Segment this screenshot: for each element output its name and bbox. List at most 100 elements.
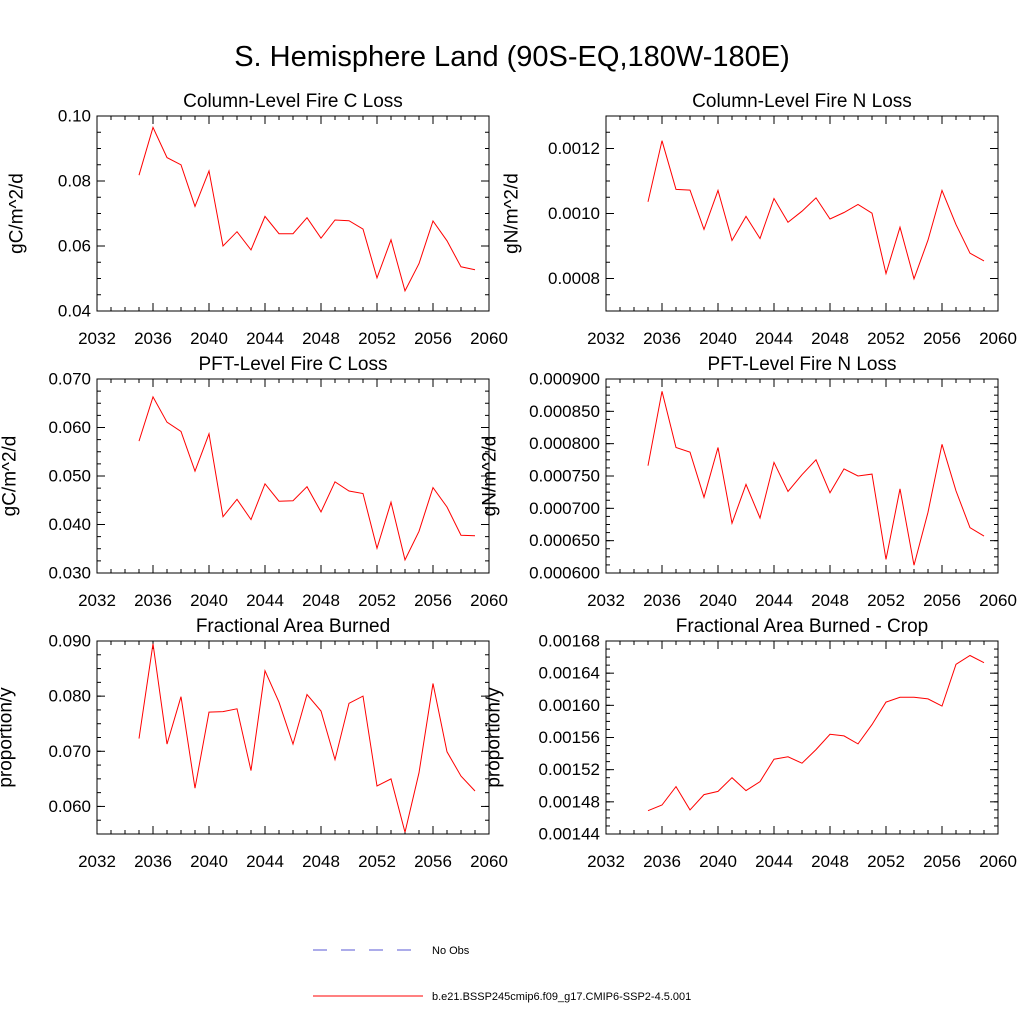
y-tick-label: 0.00160: [539, 696, 600, 715]
y-axis-label: gC/m^2/d: [7, 173, 28, 254]
y-axis-label: proportion/y: [0, 687, 17, 788]
x-tick-label: 2032: [78, 591, 116, 610]
x-tick-label: 2060: [470, 852, 508, 871]
panel-title: Column-Level Fire C Loss: [183, 91, 403, 112]
y-tick-label: 0.04: [58, 302, 91, 321]
y-axis-label: proportion/y: [484, 687, 505, 788]
y-tick-label: 0.080: [48, 687, 91, 706]
y-axis-label: gC/m^2/d: [0, 436, 21, 517]
x-tick-label: 2048: [302, 591, 340, 610]
panel-title: PFT-Level Fire C Loss: [199, 354, 388, 375]
y-tick-label: 0.000850: [529, 402, 600, 421]
series-line: [647, 654, 985, 812]
x-tick-label: 2032: [587, 591, 625, 610]
series-line: [138, 395, 476, 562]
x-tick-label: 2036: [134, 852, 172, 871]
y-tick-label: 0.070: [48, 370, 91, 389]
y-tick-label: 0.070: [48, 742, 91, 761]
panel-1: Column-Level Fire C Loss gC/m^2/d 2032 2036…: [7, 91, 508, 348]
y-tick-label: 0.000600: [529, 564, 600, 583]
x-tick-label: 2044: [755, 591, 793, 610]
panel-6: Fractional Area Burned - Crop proportion/…: [484, 616, 1017, 871]
panel-4: PFT-Level Fire N Loss gN/m^2/d 2032 2036 204…: [480, 354, 1017, 610]
x-tick-label: 2040: [190, 591, 228, 610]
y-tick-label: 0.000650: [529, 531, 600, 550]
series-line: [138, 125, 476, 293]
x-tick-label: 2040: [699, 591, 737, 610]
x-tick-label: 2040: [699, 852, 737, 871]
x-tick-label: 2060: [979, 329, 1017, 348]
x-tick-label: 2060: [979, 591, 1017, 610]
x-tick-label: 2056: [923, 852, 961, 871]
panels: Column-Level Fire C Loss gC/m^2/d 2032 2036…: [0, 91, 1017, 871]
x-tick-label: 2056: [923, 591, 961, 610]
y-tick-label: 0.06: [58, 237, 91, 256]
x-tick-label: 2056: [414, 329, 452, 348]
y-axis-label: gN/m^2/d: [502, 173, 523, 254]
x-tick-label: 2052: [358, 852, 396, 871]
x-tick-label: 2032: [587, 329, 625, 348]
x-tick-label: 2032: [587, 852, 625, 871]
y-tick-label: 0.10: [58, 107, 91, 126]
y-tick-label: 0.050: [48, 467, 91, 486]
x-tick-label: 2036: [134, 591, 172, 610]
x-tick-label: 2052: [867, 591, 905, 610]
y-tick-label: 0.030: [48, 564, 91, 583]
x-tick-label: 2040: [190, 852, 228, 871]
x-tick-label: 2044: [246, 852, 284, 871]
x-tick-label: 2040: [190, 329, 228, 348]
panel-title: Fractional Area Burned - Crop: [676, 616, 928, 637]
panel-title: Fractional Area Burned: [196, 616, 390, 637]
y-tick-label: 0.0010: [548, 204, 600, 223]
x-tick-label: 2052: [867, 329, 905, 348]
x-tick-label: 2052: [867, 852, 905, 871]
legend-label-case: b.e21.BSSP245cmip6.f09_g17.CMIP6-SSP2-4.…: [432, 991, 691, 1003]
series-line: [138, 643, 476, 833]
x-tick-label: 2036: [643, 591, 681, 610]
y-tick-label: 0.090: [48, 632, 91, 651]
x-tick-label: 2060: [470, 329, 508, 348]
panel-2: Column-Level Fire N Loss gN/m^2/d 2032 2036…: [502, 91, 1017, 348]
x-tick-label: 2048: [302, 329, 340, 348]
x-tick-label: 2032: [78, 852, 116, 871]
y-tick-label: 0.000900: [529, 370, 600, 389]
x-tick-label: 2052: [358, 591, 396, 610]
x-tick-label: 2044: [246, 329, 284, 348]
x-tick-label: 2056: [923, 329, 961, 348]
y-tick-label: 0.000700: [529, 499, 600, 518]
y-tick-label: 0.08: [58, 172, 91, 191]
x-tick-label: 2044: [246, 591, 284, 610]
y-tick-label: 0.00144: [539, 825, 600, 844]
x-tick-label: 2060: [470, 591, 508, 610]
y-axis-label: gN/m^2/d: [480, 436, 501, 517]
series-line: [647, 391, 985, 566]
y-tick-label: 0.00152: [539, 760, 600, 779]
y-tick-label: 0.0008: [548, 269, 600, 288]
panel-title: PFT-Level Fire N Loss: [708, 354, 897, 375]
y-tick-label: 0.00164: [539, 664, 600, 683]
y-tick-label: 0.0012: [548, 139, 600, 158]
legend-label-no-obs: No Obs: [432, 945, 470, 957]
x-tick-label: 2036: [643, 329, 681, 348]
figure-title: S. Hemisphere Land (90S-EQ,180W-180E): [234, 41, 790, 73]
x-tick-label: 2032: [78, 329, 116, 348]
x-tick-label: 2044: [755, 852, 793, 871]
y-tick-label: 0.060: [48, 418, 91, 437]
x-tick-label: 2036: [134, 329, 172, 348]
x-tick-label: 2048: [811, 591, 849, 610]
x-tick-label: 2048: [811, 329, 849, 348]
x-tick-label: 2060: [979, 852, 1017, 871]
panel-title: Column-Level Fire N Loss: [692, 91, 912, 112]
legend: No Obs b.e21.BSSP245cmip6.f09_g17.CMIP6-…: [313, 945, 691, 1003]
x-tick-label: 2040: [699, 329, 737, 348]
x-tick-label: 2044: [755, 329, 793, 348]
x-tick-label: 2036: [643, 852, 681, 871]
x-tick-label: 2056: [414, 591, 452, 610]
y-tick-label: 0.00156: [539, 728, 600, 747]
y-tick-label: 0.060: [48, 797, 91, 816]
panel-3: PFT-Level Fire C Loss gC/m^2/d 2032 2036 204…: [0, 354, 508, 610]
panel-5: Fractional Area Burned proportion/y 2032 20…: [0, 616, 508, 871]
y-tick-label: 0.040: [48, 515, 91, 534]
